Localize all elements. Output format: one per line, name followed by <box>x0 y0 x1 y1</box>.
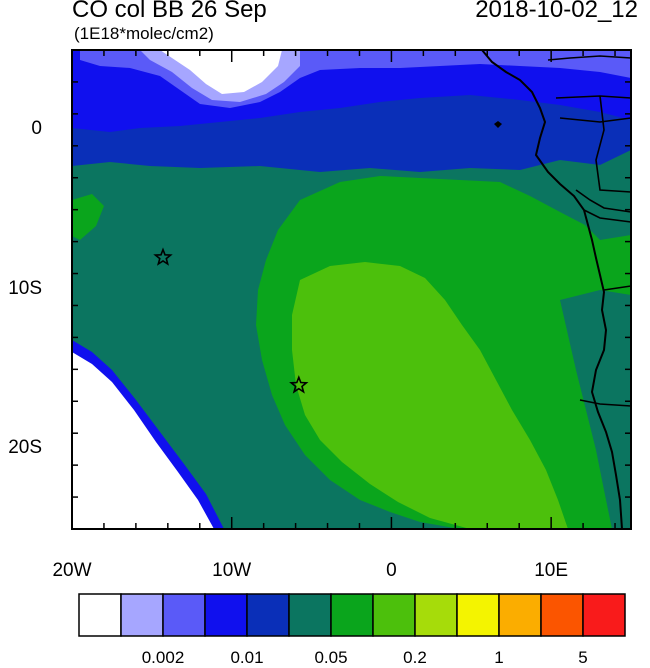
colorbar <box>78 593 626 637</box>
field-east-dark <box>560 290 631 529</box>
colorbar-swatch-1 <box>120 593 164 637</box>
y-tick-label-1: 10S <box>8 277 42 299</box>
field-southwest-white <box>72 352 214 529</box>
colorbar-label-4: 1 <box>494 648 504 667</box>
x-tick-label-1: 10W <box>212 560 252 581</box>
country-borders <box>547 55 631 407</box>
colorbar-swatch-8 <box>414 593 458 637</box>
colorbar-label-5: 5 <box>578 648 588 667</box>
colorbar-swatch-9 <box>456 593 500 637</box>
coastline <box>481 50 623 529</box>
colorbar-swatch-11 <box>540 593 584 637</box>
map-title: CO col BB 26 Sep <box>72 0 267 23</box>
field-green-west-patch <box>72 194 104 240</box>
colorbar-swatch-12 <box>582 593 626 637</box>
island <box>494 121 502 128</box>
x-tick-label-0: 20W <box>52 560 92 581</box>
map-field <box>72 50 631 529</box>
colorbar-label-0: 0.002 <box>141 648 185 667</box>
y-tick-label-0: 0 <box>31 117 42 139</box>
star-marker-1 <box>153 247 173 266</box>
colorbar-swatch-2 <box>162 593 206 637</box>
field-lightgreen <box>292 262 568 529</box>
colorbar-swatch-3 <box>204 593 248 637</box>
y-tick-label-2: 20S <box>8 437 42 459</box>
colorbar-label-3: 0.2 <box>403 648 427 667</box>
x-tick-label-2: 0 <box>386 560 397 581</box>
plot-frame <box>71 49 632 530</box>
colorbar-swatch-10 <box>498 593 542 637</box>
colorbar-label-1: 0.01 <box>230 648 264 667</box>
site-markers <box>153 247 309 394</box>
colorbar-swatch-5 <box>288 593 332 637</box>
colorbar-swatch-6 <box>330 593 374 637</box>
star-marker-2 <box>289 375 309 394</box>
colorbar-swatch-0 <box>78 593 122 637</box>
field-north-white <box>160 50 282 94</box>
axis-ticks <box>71 49 631 530</box>
colorbar-swatch-7 <box>372 593 416 637</box>
x-tick-label-3: 10E <box>534 560 569 581</box>
colorbar-swatch-4 <box>246 593 290 637</box>
map-date: 2018-10-02_12 <box>475 0 638 23</box>
colorbar-label-2: 0.05 <box>314 648 348 667</box>
map-units: (1E18*molec/cm2) <box>74 24 214 43</box>
